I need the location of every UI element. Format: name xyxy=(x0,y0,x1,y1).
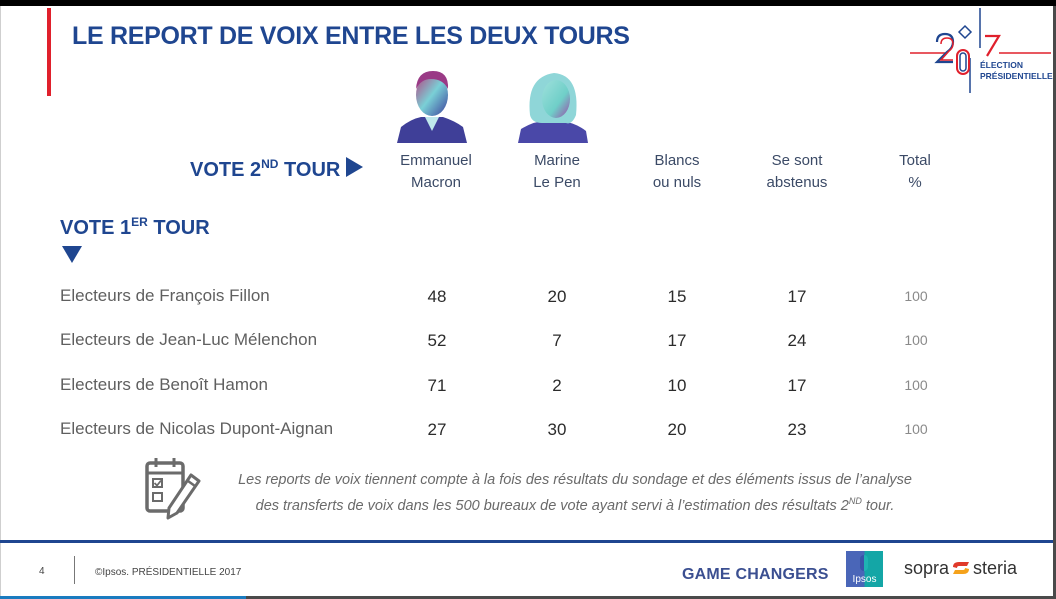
cell-value: 71 xyxy=(427,376,447,395)
vote-2nd-tour-label: VOTE 2ND TOUR xyxy=(190,157,364,182)
game-changers-tagline: GAME CHANGERS xyxy=(682,566,829,583)
copyright: ©Ipsos. PRÉSIDENTIELLE 2017 xyxy=(95,567,242,578)
row-label: Electeurs de François Fillon xyxy=(60,286,270,305)
vote2-suffix: TOUR xyxy=(278,159,341,181)
logo-line1: ÉLECTION xyxy=(980,60,1023,70)
table-row: Electeurs de Benoît Hamon 71 2 10 17 100 xyxy=(0,375,1000,399)
table-row: Electeurs de François Fillon 48 20 15 17 100 xyxy=(0,286,1000,310)
cell-value: 48 xyxy=(427,287,447,306)
macron-portrait xyxy=(397,71,467,143)
note-line1: Les reports de voix tiennent compte à la… xyxy=(238,472,912,488)
title-accent-bar xyxy=(47,8,51,96)
table-row: Electeurs de Nicolas Dupont-Aignan 27 30 20… xyxy=(0,419,1000,443)
cell-value: 17 xyxy=(787,287,807,306)
ipsos-logo-mark xyxy=(860,555,868,571)
page-title: LE REPORT DE VOIX ENTRE LES DEUX TOURS xyxy=(72,22,630,50)
note-line2-sup: ND xyxy=(848,496,862,506)
vote1-sup: ER xyxy=(131,215,148,229)
column-header-line1: Marine xyxy=(534,152,580,169)
vote1-prefix: VOTE 1 xyxy=(60,217,132,239)
column-header-blancs: Blancs ou nuls xyxy=(617,150,737,194)
sopra-steria-logo: sopra steria xyxy=(904,558,1017,579)
cell-value: 30 xyxy=(547,420,567,439)
note-line2: des transferts de voix dans les 500 bure… xyxy=(205,491,945,517)
ipsos-logo-text: Ipsos xyxy=(852,574,877,585)
logo-ballot xyxy=(957,24,973,40)
logo-line2: PRÉSIDENTIELLE xyxy=(980,71,1053,81)
column-header-line2: Macron xyxy=(410,174,462,191)
footer-divider xyxy=(0,540,1053,543)
triangle-right-icon xyxy=(346,157,364,177)
bottom-bar-dark xyxy=(246,596,1056,599)
column-header-line1: Total xyxy=(899,152,931,169)
checklist-pencil-icon xyxy=(145,458,201,520)
cell-value: 24 xyxy=(787,331,807,350)
note-line2-suffix: tour. xyxy=(861,498,895,514)
column-header-line2: ou nuls xyxy=(652,174,702,191)
vote-1er-tour-label: VOTE 1ER TOUR xyxy=(60,215,210,240)
vote2-prefix: VOTE 2 xyxy=(190,159,262,181)
logo-digit-7 xyxy=(985,34,1001,57)
steria-text: steria xyxy=(973,558,1018,578)
cell-value: 2 xyxy=(552,376,562,395)
column-header-line1: Blancs xyxy=(654,152,700,169)
right-border xyxy=(1053,6,1056,599)
cell-total: 100 xyxy=(904,377,928,393)
cell-value: 52 xyxy=(427,331,447,350)
cell-value: 27 xyxy=(427,420,447,439)
bottom-bar-blue xyxy=(0,596,246,599)
column-header-line1: Emmanuel xyxy=(400,152,472,169)
cell-total: 100 xyxy=(904,421,928,437)
sopra-steria-mark-icon xyxy=(953,562,970,574)
row-label: Electeurs de Jean-Luc Mélenchon xyxy=(60,330,318,349)
column-header-total: Total % xyxy=(855,150,975,194)
table-row: Electeurs de Jean-Luc Mélenchon 52 7 17 24 10… xyxy=(0,330,1000,354)
note-line2-prefix: des transferts de voix dans les 500 bure… xyxy=(255,498,849,514)
election-2017-logo: ÉLECTION PRÉSIDENTIELLE xyxy=(910,8,1053,93)
triangle-down-icon xyxy=(62,246,82,263)
column-header-macron: Emmanuel Macron xyxy=(376,150,496,194)
cell-total: 100 xyxy=(904,288,928,304)
sopra-text: sopra xyxy=(904,558,950,578)
footer-separator xyxy=(74,556,75,584)
column-header-abstenus: Se sont abstenus xyxy=(737,150,857,194)
cell-value: 10 xyxy=(667,376,687,395)
cell-value: 20 xyxy=(667,420,687,439)
ipsos-logo: Ipsos xyxy=(846,551,883,587)
top-bar xyxy=(0,0,1056,6)
cell-total: 100 xyxy=(904,332,928,348)
vote2-sup: ND xyxy=(261,157,279,171)
left-border xyxy=(0,6,1,596)
cell-value: 23 xyxy=(787,420,807,439)
column-header-line1: Se sont xyxy=(771,152,823,169)
vote1-suffix: TOUR xyxy=(147,217,210,239)
column-header-line2: Le Pen xyxy=(533,174,581,191)
logo-digit-0 xyxy=(956,49,970,75)
cell-value: 7 xyxy=(552,331,562,350)
le-pen-portrait xyxy=(518,73,588,143)
row-label: Electeurs de Benoît Hamon xyxy=(60,375,268,394)
page-number: 4 xyxy=(39,566,45,577)
cell-value: 20 xyxy=(547,287,567,306)
cell-value: 17 xyxy=(787,376,807,395)
column-header-line2: abstenus xyxy=(766,174,828,191)
row-label: Electeurs de Nicolas Dupont-Aignan xyxy=(60,419,334,438)
column-header-line2: % xyxy=(908,174,922,191)
column-header-le-pen: Marine Le Pen xyxy=(497,150,617,194)
cell-value: 17 xyxy=(667,331,687,350)
methodology-note: Les reports de voix tiennent compte à la… xyxy=(205,470,945,517)
cell-value: 15 xyxy=(667,287,687,306)
